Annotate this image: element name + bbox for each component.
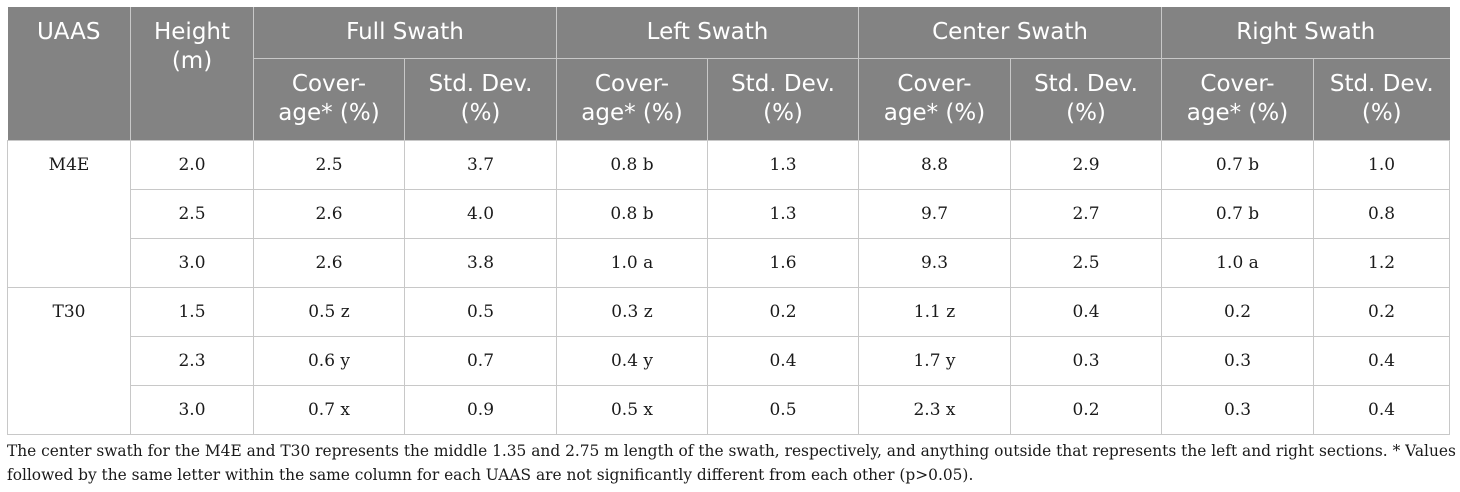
cell-uaas [7, 189, 131, 238]
sub-header-std-dev: Std. Dev. (%) [707, 58, 859, 141]
cell-uaas [7, 336, 131, 385]
cell-coverage: 0.2 [1161, 287, 1315, 337]
cell-std-dev: 0.2 [1313, 287, 1451, 337]
table-row: 2.5 2.6 4.0 0.8 b 1.3 9.7 2.7 0.7 b 0.8 [7, 189, 1451, 239]
cell-coverage: 9.3 [858, 238, 1011, 288]
cell-std-dev: 1.3 [707, 140, 859, 190]
cell-std-dev: 2.9 [1010, 140, 1163, 190]
cell-std-dev: 0.5 [404, 287, 557, 337]
cell-std-dev: 0.4 [707, 336, 859, 386]
cell-std-dev: 3.7 [404, 140, 557, 190]
group-header-right-swath: Right Swath [1161, 7, 1450, 59]
cell-uaas: M4E [7, 140, 131, 189]
cell-coverage: 0.6 y [253, 336, 405, 386]
cell-coverage: 0.5 z [253, 287, 405, 337]
cell-coverage: 1.1 z [858, 287, 1011, 337]
cell-height: 1.5 [130, 287, 254, 337]
cell-uaas [7, 238, 131, 288]
cell-std-dev: 1.0 [1313, 140, 1451, 190]
cell-std-dev: 2.7 [1010, 189, 1163, 239]
cell-std-dev: 0.8 [1313, 189, 1451, 239]
cell-coverage: 1.0 a [1161, 238, 1315, 288]
cell-coverage: 0.7 b [1161, 140, 1315, 190]
sub-header-coverage: Cover- age* (%) [253, 58, 405, 141]
cell-std-dev: 0.4 [1313, 336, 1451, 386]
cell-coverage: 0.3 [1161, 385, 1315, 435]
cell-coverage: 0.3 [1161, 336, 1315, 386]
cell-std-dev: 1.6 [707, 238, 859, 288]
cell-coverage: 0.4 y [556, 336, 708, 386]
cell-std-dev: 0.2 [707, 287, 859, 337]
cell-std-dev: 0.4 [1010, 287, 1163, 337]
cell-coverage: 1.7 y [858, 336, 1011, 386]
table-row: 3.0 2.6 3.8 1.0 a 1.6 9.3 2.5 1.0 a 1.2 [7, 238, 1451, 288]
table-footnote: The center swath for the M4E and T30 rep… [7, 442, 1456, 484]
sub-header-coverage: Cover- age* (%) [858, 58, 1011, 141]
cell-std-dev: 0.5 [707, 385, 859, 435]
cell-std-dev: 0.9 [404, 385, 557, 435]
table-row: 3.0 0.7 x 0.9 0.5 x 0.5 2.3 x 0.2 0.3 0.4 [7, 385, 1451, 435]
cell-coverage: 1.0 a [556, 238, 708, 288]
cell-coverage: 0.7 b [1161, 189, 1315, 239]
cell-height: 2.0 [130, 140, 254, 190]
cell-coverage: 2.6 [253, 189, 405, 239]
table-row: 2.3 0.6 y 0.7 0.4 y 0.4 1.7 y 0.3 0.3 0.4 [7, 336, 1451, 386]
sub-header-std-dev: Std. Dev. (%) [404, 58, 557, 141]
cell-coverage: 0.3 z [556, 287, 708, 337]
col-header-height: Height (m) [130, 7, 254, 141]
cell-std-dev: 0.3 [1010, 336, 1163, 386]
cell-coverage: 0.7 x [253, 385, 405, 435]
cell-coverage: 2.5 [253, 140, 405, 190]
cell-std-dev: 0.7 [404, 336, 557, 386]
cell-height: 2.3 [130, 336, 254, 386]
cell-height: 2.5 [130, 189, 254, 239]
data-table-container: UAAS Height (m) Full Swath Left Swath Ce… [7, 7, 1451, 435]
cell-std-dev: 0.2 [1010, 385, 1163, 435]
cell-uaas: T30 [7, 287, 131, 336]
group-header-full-swath: Full Swath [253, 7, 557, 59]
cell-coverage: 0.5 x [556, 385, 708, 435]
cell-coverage: 0.8 b [556, 189, 708, 239]
cell-std-dev: 4.0 [404, 189, 557, 239]
sub-header-coverage: Cover- age* (%) [1161, 58, 1315, 141]
cell-std-dev: 3.8 [404, 238, 557, 288]
cell-uaas [7, 385, 131, 435]
table-row: M4E 2.0 2.5 3.7 0.8 b 1.3 8.8 2.9 0.7 b 1.0 [7, 140, 1451, 190]
sub-header-std-dev: Std. Dev. (%) [1010, 58, 1163, 141]
cell-coverage: 0.8 b [556, 140, 708, 190]
swath-coverage-table: UAAS Height (m) Full Swath Left Swath Ce… [7, 7, 1451, 435]
group-header-left-swath: Left Swath [556, 7, 859, 59]
cell-std-dev: 0.4 [1313, 385, 1451, 435]
cell-coverage: 2.3 x [858, 385, 1011, 435]
cell-coverage: 2.6 [253, 238, 405, 288]
cell-coverage: 9.7 [858, 189, 1011, 239]
cell-std-dev: 1.3 [707, 189, 859, 239]
table-row: T30 1.5 0.5 z 0.5 0.3 z 0.2 1.1 z 0.4 0.2 0.2 [7, 287, 1451, 337]
table-body: M4E 2.0 2.5 3.7 0.8 b 1.3 8.8 2.9 0.7 b 1.0 2.5 2.6… [7, 140, 1451, 435]
cell-coverage: 8.8 [858, 140, 1011, 190]
group-header-center-swath: Center Swath [858, 7, 1163, 59]
sub-header-coverage: Cover- age* (%) [556, 58, 708, 141]
col-header-uaas: UAAS [7, 7, 131, 141]
cell-std-dev: 2.5 [1010, 238, 1163, 288]
cell-height: 3.0 [130, 385, 254, 435]
cell-std-dev: 1.2 [1313, 238, 1451, 288]
sub-header-std-dev: Std. Dev. (%) [1313, 58, 1450, 141]
cell-height: 3.0 [130, 238, 254, 288]
